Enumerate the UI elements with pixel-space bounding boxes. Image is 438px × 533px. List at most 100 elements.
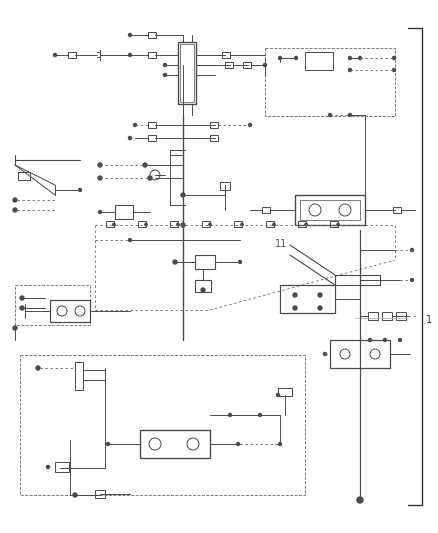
Circle shape <box>239 261 241 263</box>
Bar <box>222 52 230 58</box>
Bar <box>55 462 69 472</box>
Text: 11: 11 <box>275 239 287 249</box>
Bar <box>50 300 90 322</box>
Circle shape <box>73 493 77 497</box>
Bar <box>15 285 90 325</box>
Circle shape <box>294 56 297 60</box>
Circle shape <box>410 279 413 281</box>
Bar <box>210 135 218 141</box>
Circle shape <box>209 223 211 225</box>
Circle shape <box>46 465 49 469</box>
Circle shape <box>128 53 131 56</box>
Circle shape <box>392 69 396 71</box>
Circle shape <box>53 53 57 56</box>
Bar <box>148 135 156 141</box>
Bar <box>278 388 292 396</box>
Bar <box>225 62 233 68</box>
Circle shape <box>148 176 152 180</box>
Circle shape <box>20 306 24 310</box>
Circle shape <box>399 338 402 342</box>
Circle shape <box>279 442 282 446</box>
Bar <box>368 312 378 320</box>
Bar <box>148 52 156 58</box>
Bar <box>195 280 211 292</box>
Circle shape <box>177 223 179 225</box>
Bar <box>138 221 146 227</box>
Circle shape <box>264 63 266 67</box>
Circle shape <box>337 223 339 225</box>
Circle shape <box>98 163 102 167</box>
Circle shape <box>349 114 352 117</box>
Circle shape <box>106 442 110 446</box>
Bar <box>305 52 333 70</box>
Text: 1: 1 <box>426 315 432 325</box>
Bar <box>68 52 76 58</box>
Bar <box>106 221 114 227</box>
Bar <box>180 44 194 102</box>
Bar <box>170 221 178 227</box>
Circle shape <box>181 223 185 227</box>
Bar <box>234 221 242 227</box>
Bar <box>95 490 105 498</box>
Bar <box>393 207 401 213</box>
Circle shape <box>349 56 352 60</box>
Bar <box>382 312 392 320</box>
Circle shape <box>349 69 352 71</box>
Circle shape <box>128 136 131 140</box>
Circle shape <box>113 223 115 225</box>
Circle shape <box>229 414 232 416</box>
Bar <box>18 172 30 180</box>
Bar <box>262 207 270 213</box>
Circle shape <box>358 56 361 60</box>
Circle shape <box>20 296 24 300</box>
Circle shape <box>328 114 332 117</box>
Bar <box>280 285 335 313</box>
Circle shape <box>258 414 261 416</box>
Bar <box>295 195 365 225</box>
Circle shape <box>410 248 413 252</box>
Bar <box>148 32 156 38</box>
Circle shape <box>293 306 297 310</box>
Circle shape <box>181 193 185 197</box>
Circle shape <box>134 124 137 126</box>
Circle shape <box>128 34 131 36</box>
Circle shape <box>173 260 177 264</box>
Circle shape <box>248 124 251 126</box>
Circle shape <box>279 56 282 60</box>
Bar <box>75 362 83 390</box>
Circle shape <box>392 56 396 60</box>
Bar <box>140 430 210 458</box>
Circle shape <box>36 366 40 370</box>
Circle shape <box>293 293 297 297</box>
Bar <box>20 355 305 495</box>
Circle shape <box>324 352 326 356</box>
Bar <box>115 205 133 219</box>
Bar <box>220 182 230 190</box>
Circle shape <box>201 288 205 292</box>
Circle shape <box>143 163 147 167</box>
Circle shape <box>13 208 17 212</box>
Bar <box>202 221 210 227</box>
Circle shape <box>368 338 371 342</box>
Circle shape <box>13 326 17 330</box>
Circle shape <box>276 393 279 397</box>
Bar <box>195 255 215 269</box>
Circle shape <box>99 211 102 214</box>
Bar <box>148 122 156 128</box>
Circle shape <box>273 223 275 225</box>
Circle shape <box>13 198 17 202</box>
Circle shape <box>98 176 102 180</box>
Bar <box>243 62 251 68</box>
Circle shape <box>78 189 81 191</box>
Circle shape <box>318 293 322 297</box>
Circle shape <box>318 306 322 310</box>
Bar <box>178 42 196 104</box>
Circle shape <box>163 74 166 77</box>
Circle shape <box>163 63 166 67</box>
Bar <box>330 221 338 227</box>
Bar <box>266 221 274 227</box>
Circle shape <box>128 238 131 241</box>
Bar <box>210 122 218 128</box>
Circle shape <box>357 497 363 503</box>
Circle shape <box>241 223 243 225</box>
